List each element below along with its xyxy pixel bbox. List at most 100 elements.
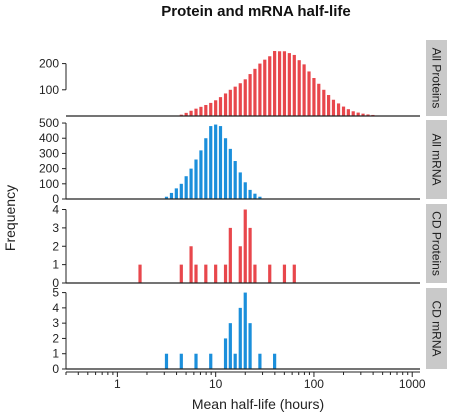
bar-cd-proteins-4: [204, 264, 208, 283]
panel-all-proteins: 100 200 All Proteins: [39, 40, 447, 117]
xtick-label-2: 100: [304, 377, 324, 391]
ytick-label-all-mrna-3: 300: [39, 146, 59, 160]
bar-cd-mrna-7: [238, 307, 242, 369]
bar-all-proteins-20: [277, 51, 282, 116]
bar-all-mrna-9: [209, 126, 213, 199]
bar-all-proteins-30: [327, 95, 331, 116]
bar-all-proteins-27: [312, 78, 316, 116]
ytick-label-all-mrna-5: 500: [39, 116, 59, 130]
bar-all-mrna-14: [233, 161, 237, 199]
bar-cd-proteins-10: [248, 227, 252, 283]
bar-cd-mrna-11: [273, 353, 277, 369]
bar-all-proteins-28: [317, 83, 321, 116]
ytick-label-cd-proteins-0: 0: [52, 276, 59, 290]
bar-all-proteins-36: [356, 112, 360, 116]
bar-cd-mrna-2: [194, 353, 198, 369]
bar-all-mrna-15: [238, 172, 242, 199]
bars-cd-proteins: [138, 209, 296, 283]
bar-cd-mrna-6: [233, 353, 237, 369]
x-axis: 1 10 100 1000: [65, 371, 426, 391]
bar-all-mrna-5: [189, 168, 193, 199]
bar-all-proteins-21: [282, 51, 287, 116]
xtick-label-3: 1000: [399, 377, 426, 391]
ytick-label-all-proteins-0: 100: [39, 83, 59, 97]
bar-all-proteins-32: [336, 103, 341, 116]
bar-cd-proteins-0: [138, 264, 142, 283]
ytick-label-all-mrna-4: 400: [39, 131, 59, 145]
bar-cd-proteins-11: [253, 264, 257, 283]
bar-cd-proteins-14: [292, 264, 296, 283]
bar-all-proteins-19: [273, 51, 277, 117]
strip-label-cd-proteins: CD Proteins: [430, 211, 444, 276]
bar-all-mrna-13: [228, 148, 232, 199]
ytick-label-cd-proteins-3: 3: [52, 221, 59, 235]
ytick-label-cd-mrna-5: 5: [52, 286, 59, 300]
bar-cd-proteins-12: [268, 264, 272, 283]
bar-all-proteins-34: [346, 109, 350, 116]
ytick-label-all-mrna-2: 200: [39, 162, 59, 176]
bar-cd-mrna-1: [179, 353, 183, 369]
strip-cd-mrna: [426, 288, 447, 369]
bar-all-mrna-8: [204, 138, 208, 199]
ytick-label-cd-mrna-2: 2: [52, 331, 59, 345]
ytick-label-cd-mrna-0: 0: [52, 362, 59, 376]
bars-all-mrna: [164, 124, 262, 199]
bar-all-mrna-19: [258, 196, 262, 199]
bars-all-proteins: [179, 51, 385, 117]
bar-all-proteins-37: [361, 113, 365, 116]
bar-cd-proteins-7: [228, 227, 232, 283]
ytick-label-all-proteins-1: 200: [39, 57, 59, 71]
chart-title: Protein and mRNA half-life: [161, 3, 350, 20]
y-axis-label: Frequency: [2, 185, 18, 251]
bar-all-proteins-24: [297, 60, 301, 116]
bar-all-proteins-29: [322, 89, 326, 116]
strip-cd-proteins: [426, 204, 447, 283]
bar-all-proteins-18: [268, 56, 272, 116]
bar-all-proteins-5: [204, 104, 208, 116]
bar-all-mrna-18: [253, 193, 257, 199]
bar-all-proteins-8: [218, 97, 223, 116]
bar-cd-mrna-10: [258, 353, 262, 369]
ytick-label-cd-mrna-4: 4: [52, 301, 59, 315]
bar-all-proteins-2: [189, 110, 193, 116]
bar-cd-proteins-9: [243, 209, 247, 283]
xtick-label-1: 10: [209, 377, 223, 391]
ytick-label-all-mrna-0: 0: [52, 192, 59, 206]
bar-all-proteins-12: [238, 83, 242, 116]
bar-all-mrna-4: [184, 176, 188, 199]
bar-cd-mrna-3: [209, 353, 213, 369]
bar-all-proteins-1: [184, 112, 188, 116]
strip-label-cd-mrna: CD mRNA: [430, 301, 444, 357]
bar-all-proteins-26: [307, 71, 311, 116]
bar-cd-proteins-2: [189, 246, 193, 283]
strip-all-mrna: [426, 120, 447, 199]
bar-all-proteins-35: [351, 111, 355, 116]
bar-all-mrna-12: [223, 138, 228, 199]
bar-cd-mrna-9: [248, 323, 252, 369]
bar-all-proteins-11: [233, 86, 237, 116]
bar-all-proteins-25: [302, 64, 306, 116]
bar-cd-proteins-6: [223, 264, 228, 283]
bar-all-mrna-0: [164, 196, 169, 199]
bar-all-proteins-3: [194, 108, 198, 116]
bar-cd-mrna-5: [228, 323, 232, 369]
bar-all-proteins-13: [243, 79, 247, 116]
bar-all-mrna-11: [218, 126, 223, 199]
bar-all-proteins-33: [341, 106, 346, 116]
bar-all-proteins-22: [287, 53, 291, 116]
bar-all-proteins-38: [366, 114, 370, 116]
bar-cd-mrna-8: [243, 292, 247, 369]
bar-all-mrna-16: [243, 182, 247, 199]
bar-all-proteins-16: [258, 63, 262, 116]
bar-cd-proteins-1: [179, 264, 183, 283]
bar-all-proteins-0: [179, 114, 183, 116]
bar-all-mrna-2: [174, 188, 178, 199]
ytick-label-cd-proteins-1: 1: [52, 258, 59, 272]
bar-all-proteins-9: [223, 93, 228, 116]
yaxis-cd-proteins: 0 1 2 3 4: [52, 203, 67, 290]
